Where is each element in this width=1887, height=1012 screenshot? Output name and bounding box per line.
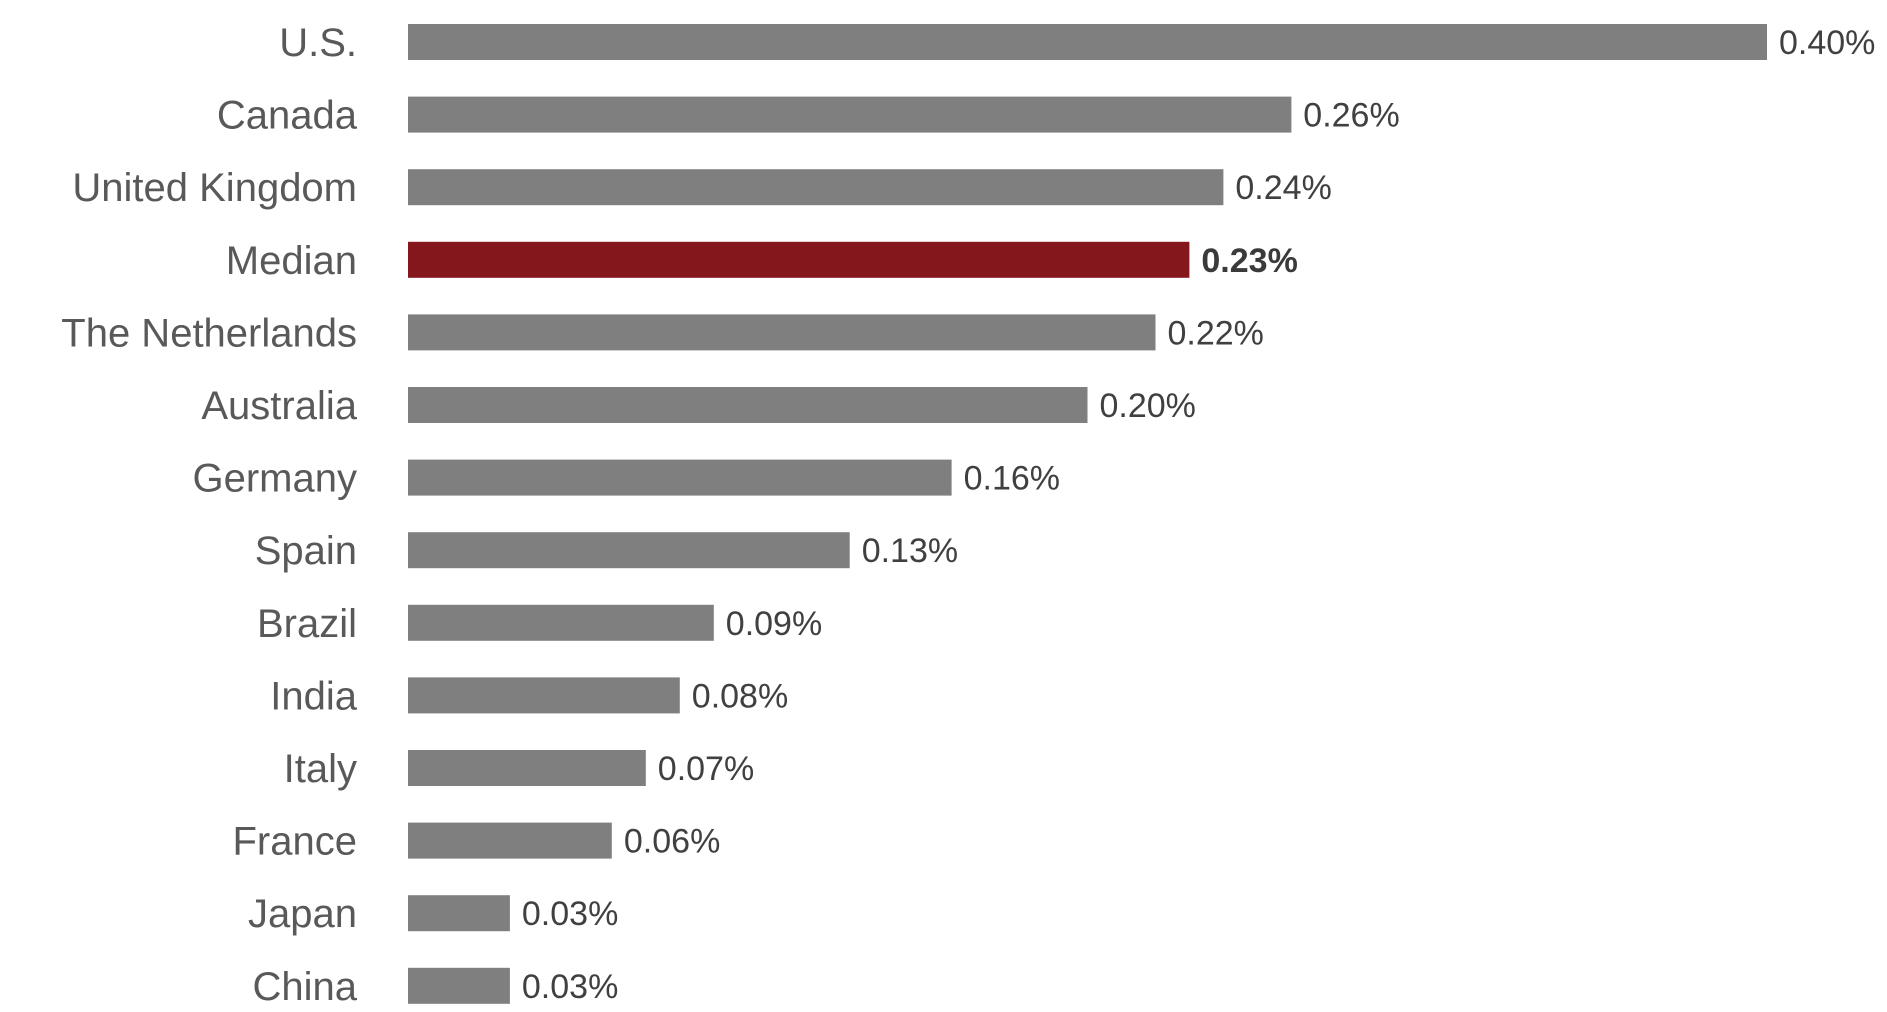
bar-spain: [408, 532, 850, 569]
bar-united-kingdom: [408, 169, 1224, 206]
value-label-italy: 0.07%: [658, 750, 754, 788]
category-label-germany: Germany: [193, 457, 358, 501]
bar-india: [408, 677, 680, 714]
category-label-china: China: [252, 965, 357, 1009]
value-label-canada: 0.26%: [1303, 97, 1399, 135]
bars-group: [408, 24, 1767, 1004]
bar-italy: [408, 750, 646, 786]
value-label-australia: 0.20%: [1100, 387, 1196, 425]
value-label-brazil: 0.09%: [726, 605, 822, 643]
bar-brazil: [408, 604, 714, 641]
value-label-united-kingdom: 0.24%: [1235, 169, 1331, 207]
category-label-italy: Italy: [284, 747, 357, 791]
value-label-spain: 0.13%: [862, 532, 958, 570]
category-label-japan: Japan: [248, 892, 357, 936]
value-label-france: 0.06%: [624, 823, 720, 861]
value-labels-group: 0.40% 0.26% 0.24% 0.23% 0.22% 0.20% 0.16%0.13%…: [522, 24, 1876, 1006]
category-label-france: France: [233, 820, 358, 864]
value-label-median: 0.23%: [1201, 242, 1297, 280]
category-label-canada: Canada: [217, 94, 358, 138]
category-labels-group: U.S. Canada United Kingdom Median The Nether…: [61, 21, 357, 1009]
bar-france: [408, 822, 612, 859]
bar-germany: [408, 459, 952, 496]
category-label-united-kingdom: United Kingdom: [72, 166, 357, 210]
bar-u-s: [408, 24, 1767, 60]
bar-the-netherlands: [408, 314, 1156, 351]
value-label-japan: 0.03%: [522, 895, 618, 933]
bar-china: [408, 967, 510, 1004]
value-label-germany: 0.16%: [964, 460, 1060, 498]
category-label-spain: Spain: [255, 529, 357, 573]
category-label-brazil: Brazil: [257, 602, 357, 646]
category-label-u-s: U.S.: [279, 21, 357, 65]
value-label-china: 0.03%: [522, 968, 618, 1006]
bar-canada: [408, 96, 1292, 133]
value-label-india: 0.08%: [692, 677, 788, 715]
category-label-india: India: [270, 674, 357, 718]
bar-australia: [408, 387, 1088, 423]
category-label-australia: Australia: [201, 384, 357, 428]
bar-median: [408, 241, 1190, 278]
value-label-the-netherlands: 0.22%: [1168, 314, 1264, 352]
bar-japan: [408, 895, 510, 932]
value-label-u-s: 0.40%: [1779, 24, 1875, 62]
category-label-median: Median: [226, 239, 357, 283]
category-label-the-netherlands: The Netherlands: [61, 311, 357, 355]
